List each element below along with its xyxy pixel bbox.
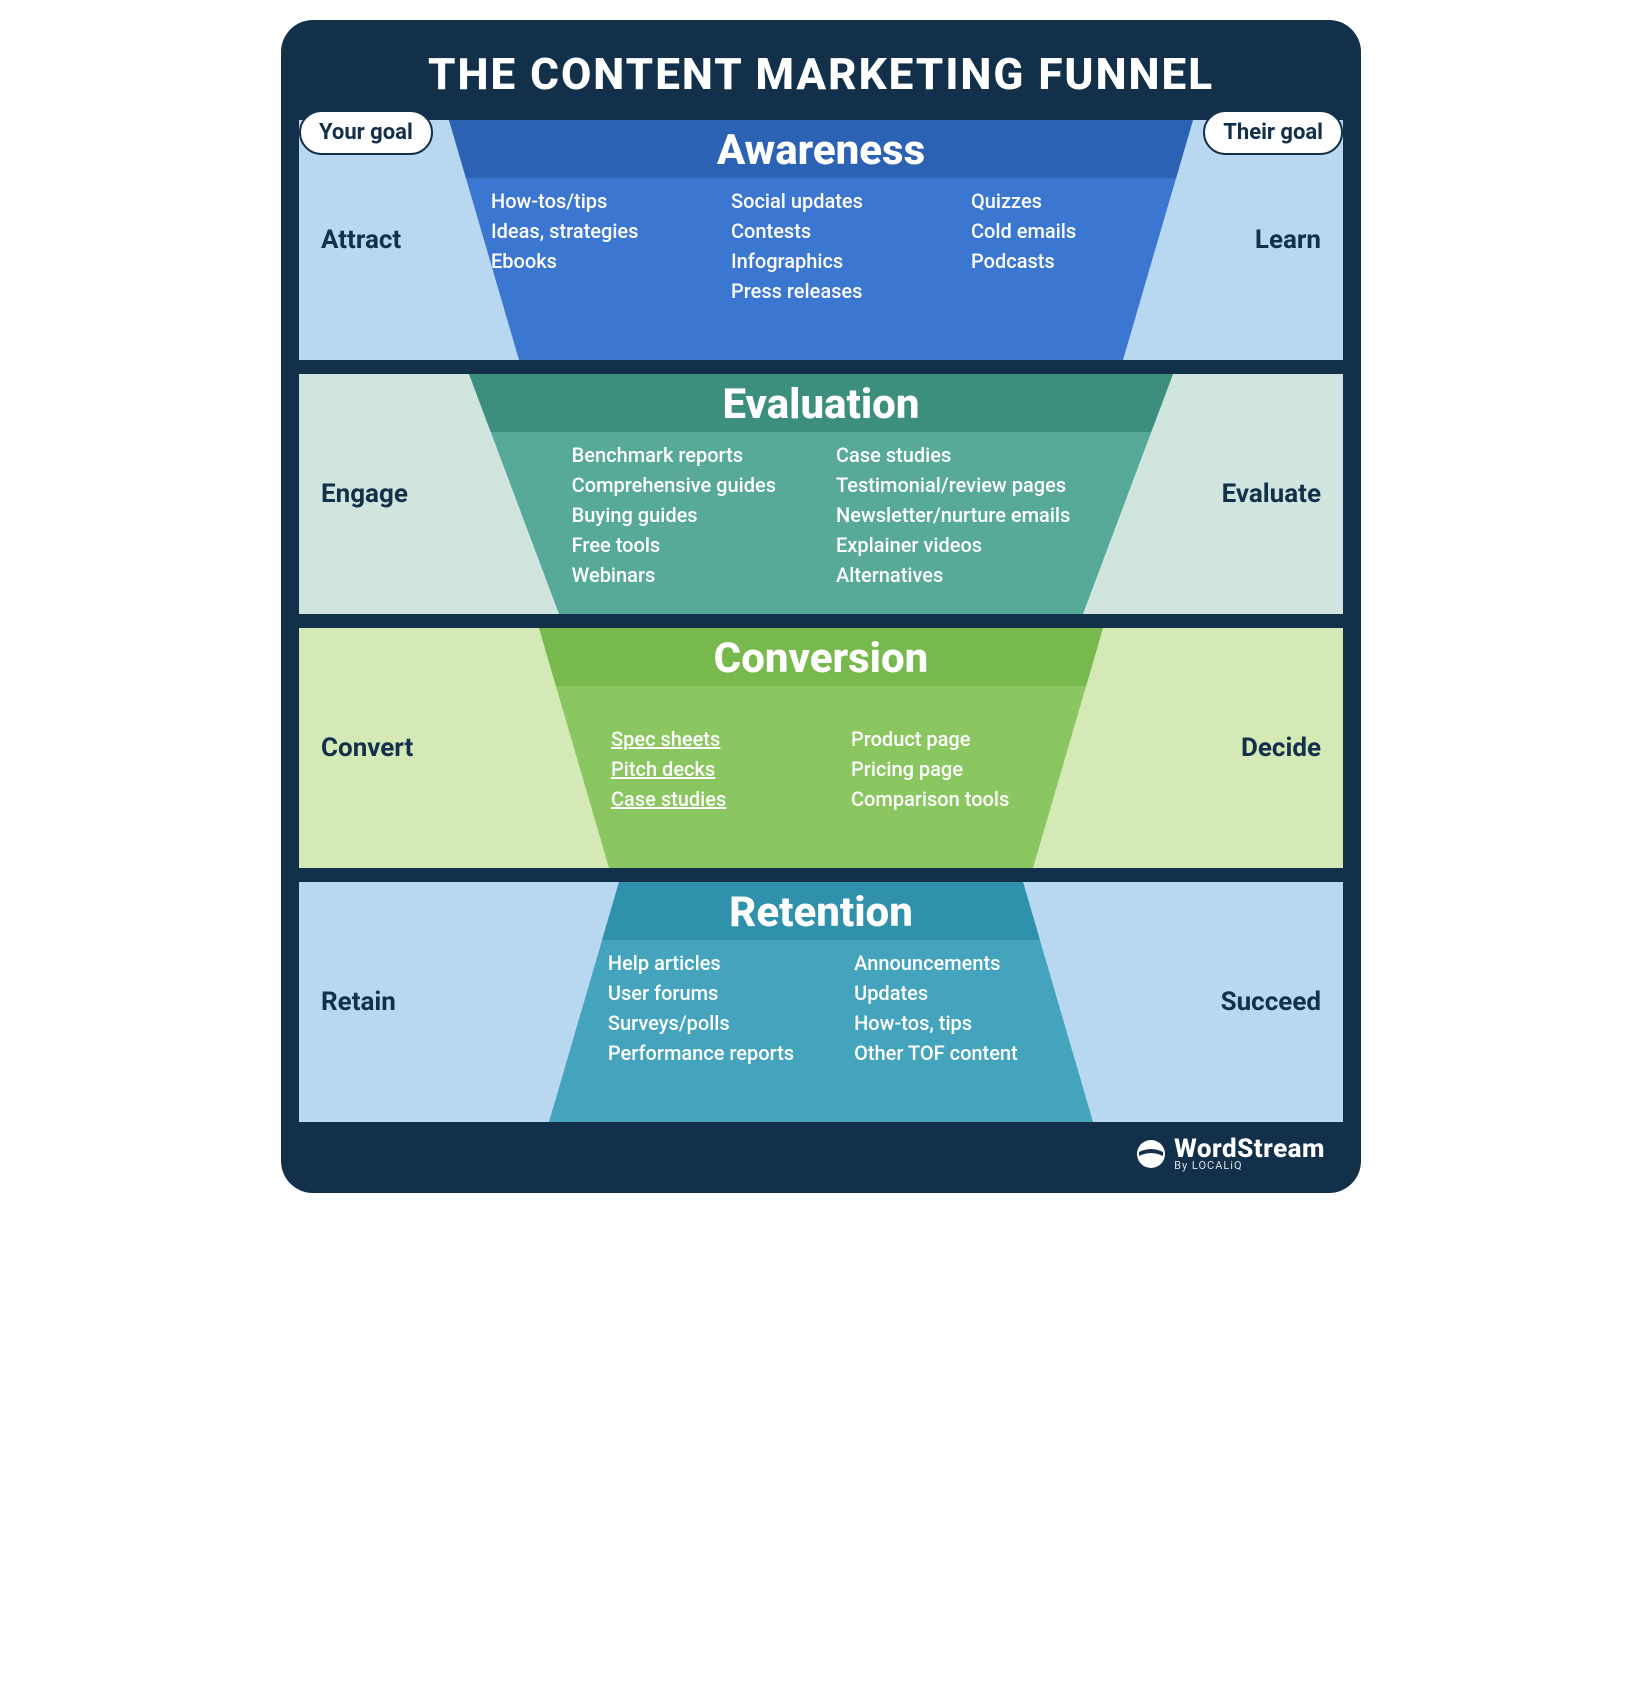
- stage-title-retention: Retention: [299, 888, 1343, 937]
- content-item: Newsletter/nurture emails: [836, 500, 1070, 530]
- content-col: How-tos/tipsIdeas, strategiesEbooks: [491, 186, 671, 306]
- stage-content-awareness: How-tos/tipsIdeas, strategiesEbooks Socia…: [299, 186, 1343, 306]
- content-item: Ebooks: [491, 246, 671, 276]
- content-col: Benchmark reportsComprehensive guidesBuy…: [572, 440, 776, 590]
- content-item: Testimonial/review pages: [836, 470, 1070, 500]
- content-col: Case studiesTestimonial/review pagesNews…: [836, 440, 1070, 590]
- infographic-card: THE CONTENT MARKETING FUNNEL Your goal T…: [281, 20, 1361, 1193]
- funnel-stages: AttractLearnAwarenessHow-tos/tipsIdeas, …: [299, 120, 1343, 1122]
- content-item: Ideas, strategies: [491, 216, 671, 246]
- content-col: Product pagePricing pageComparison tools: [851, 724, 1031, 814]
- content-item: User forums: [608, 978, 794, 1008]
- content-item: Benchmark reports: [572, 440, 776, 470]
- content-item: Spec sheets: [611, 724, 791, 754]
- wordstream-icon: [1136, 1139, 1166, 1169]
- stage-title-conversion: Conversion: [299, 634, 1343, 683]
- content-item: Case studies: [836, 440, 1070, 470]
- content-item: Podcasts: [971, 246, 1151, 276]
- content-item: Comparison tools: [851, 784, 1031, 814]
- footer-byline: By LOCALiQ: [1174, 1160, 1242, 1171]
- your-goal-pill: Your goal: [299, 110, 433, 155]
- content-item: Alternatives: [836, 560, 1070, 590]
- content-item: Case studies: [611, 784, 791, 814]
- content-col: QuizzesCold emailsPodcasts: [971, 186, 1151, 306]
- stage-title-evaluation: Evaluation: [299, 380, 1343, 429]
- content-item: Contests: [731, 216, 911, 246]
- content-item: How-tos/tips: [491, 186, 671, 216]
- stage-content-retention: Help articlesUser forumsSurveys/pollsPer…: [299, 948, 1343, 1068]
- content-item: Explainer videos: [836, 530, 1070, 560]
- funnel-stage-awareness: AttractLearnAwarenessHow-tos/tipsIdeas, …: [299, 120, 1343, 360]
- content-item: Pricing page: [851, 754, 1031, 784]
- stage-content-conversion: Spec sheetsPitch decksCase studies Produc…: [299, 694, 1343, 814]
- content-item: Press releases: [731, 276, 911, 306]
- funnel-stage-conversion: ConvertDecideConversionSpec sheetsPitch …: [299, 628, 1343, 868]
- content-item: Free tools: [572, 530, 776, 560]
- content-item: Product page: [851, 724, 1031, 754]
- content-col: Social updatesContestsInfographicsPress …: [731, 186, 911, 306]
- content-item: Infographics: [731, 246, 911, 276]
- content-item: Updates: [854, 978, 1034, 1008]
- content-item: Announcements: [854, 948, 1034, 978]
- content-item: Buying guides: [572, 500, 776, 530]
- content-col: Spec sheetsPitch decksCase studies: [611, 724, 791, 814]
- funnel-stage-retention: RetainSucceedRetentionHelp articlesUser …: [299, 882, 1343, 1122]
- content-item: Comprehensive guides: [572, 470, 776, 500]
- content-item: Quizzes: [971, 186, 1151, 216]
- page-title: THE CONTENT MARKETING FUNNEL: [299, 48, 1343, 100]
- content-col: AnnouncementsUpdatesHow-tos, tipsOther T…: [854, 948, 1034, 1068]
- their-goal-pill: Their goal: [1203, 110, 1343, 155]
- content-item: Surveys/polls: [608, 1008, 794, 1038]
- wordstream-logo: WordStream By LOCALiQ: [1136, 1136, 1325, 1171]
- content-item: Pitch decks: [611, 754, 791, 784]
- stage-title-awareness: Awareness: [299, 126, 1343, 175]
- content-item: Other TOF content: [854, 1038, 1034, 1068]
- content-item: Cold emails: [971, 216, 1151, 246]
- content-item: Help articles: [608, 948, 794, 978]
- content-item: Performance reports: [608, 1038, 794, 1068]
- stage-content-evaluation: Benchmark reportsComprehensive guidesBuy…: [299, 440, 1343, 590]
- content-item: Social updates: [731, 186, 911, 216]
- footer: WordStream By LOCALiQ: [299, 1122, 1343, 1171]
- content-item: Webinars: [572, 560, 776, 590]
- content-col: Help articlesUser forumsSurveys/pollsPer…: [608, 948, 794, 1068]
- funnel-stage-evaluation: EngageEvaluateEvaluationBenchmark report…: [299, 374, 1343, 614]
- content-item: How-tos, tips: [854, 1008, 1034, 1038]
